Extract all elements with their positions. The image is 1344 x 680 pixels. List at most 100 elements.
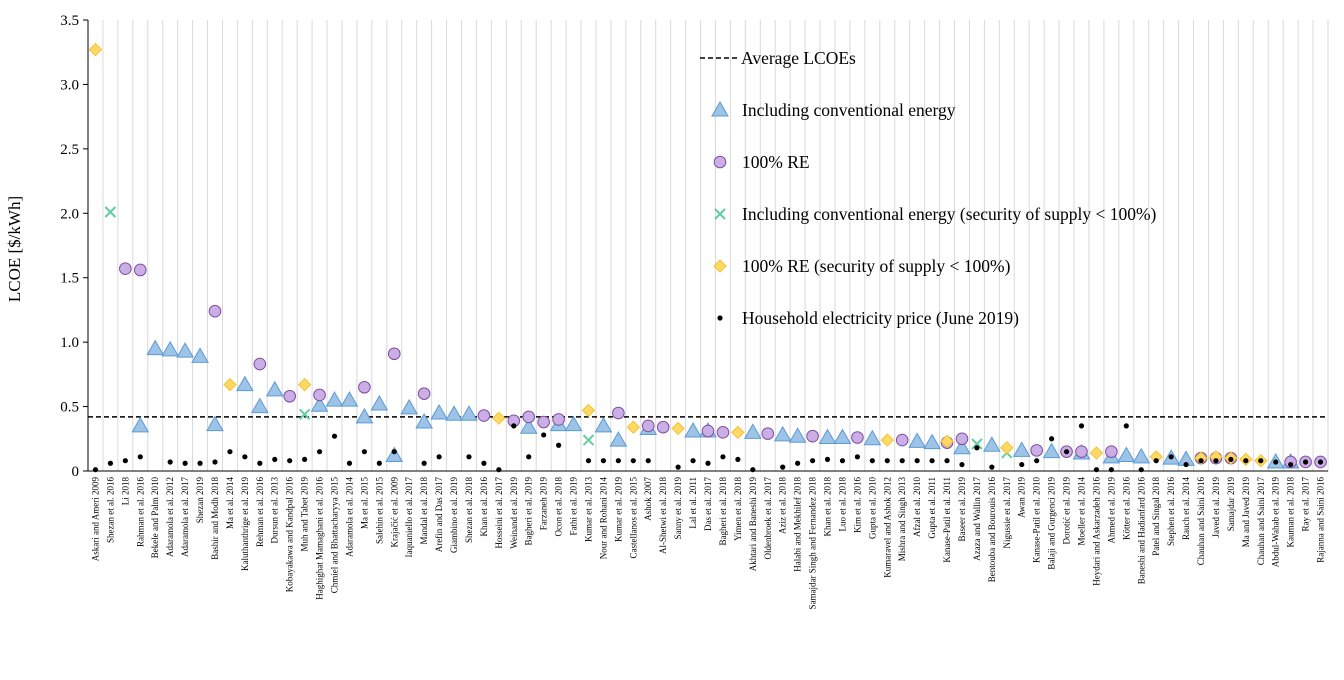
point-re_sos	[940, 434, 954, 449]
point-conv_sos	[971, 438, 983, 450]
point-conv	[609, 431, 628, 447]
point-price	[1273, 459, 1279, 465]
y-tick-label: 0.5	[60, 400, 79, 416]
point-price	[600, 458, 607, 464]
x-tick-label: Kumaravel and Ashok 2012	[882, 477, 892, 578]
point-price	[466, 454, 472, 460]
x-tick-label: Li 2018	[120, 477, 130, 506]
point-re	[208, 304, 222, 318]
x-tick-label: Ray et al. 2017	[1301, 477, 1311, 532]
point-re_sos	[626, 420, 641, 434]
axis-layer	[83, 19, 1328, 472]
x-tick-label: Ma et al. 2015	[359, 477, 369, 529]
x-tick-label: Kötter et al. 2016	[1121, 477, 1131, 540]
point-price	[914, 458, 920, 464]
point-price	[1258, 458, 1264, 464]
point-price	[272, 456, 278, 463]
x-tick-label: Salehin et al. 2015	[374, 477, 384, 544]
x-tick-label: Hosseini et al. 2017	[494, 477, 504, 549]
point-re_sos	[492, 411, 506, 425]
x-tick-label: Mandal et al. 2018	[419, 477, 429, 545]
point-price	[242, 454, 248, 460]
x-tick-label: Weinand et al. 2019	[509, 477, 519, 549]
point-conv	[176, 342, 194, 358]
x-tick-label: Samajdar 2019	[1226, 477, 1236, 532]
point-conv	[519, 418, 538, 434]
legend-label: Including conventional energy	[742, 100, 956, 120]
legend-item-conv: Including conventional energy	[711, 100, 956, 120]
point-price	[167, 459, 173, 465]
point-price	[1288, 461, 1294, 468]
legend-swatch-price	[717, 315, 723, 321]
x-tick-label: Arefin and Das 2017	[434, 477, 444, 553]
point-price	[316, 449, 323, 455]
x-tick-label: Kim et al. 2016	[852, 477, 862, 533]
x-tick-label: Bekele and Palm 2010	[150, 477, 160, 559]
point-re_sos	[731, 425, 745, 440]
x-tick-label: Kanase-Patil et al. 2010	[1032, 477, 1042, 563]
point-re	[761, 427, 775, 440]
point-price	[1198, 458, 1204, 464]
x-tick-label: Dursun et al. 2013	[270, 477, 280, 544]
point-conv	[594, 416, 613, 433]
point-price	[884, 458, 890, 464]
x-tick-label: Bagheri et al. 2018	[718, 477, 728, 546]
x-tick-label: Heydari and Askarzadeh 2016	[1091, 477, 1101, 586]
x-tick-label: Sanny et al. 2019	[673, 477, 683, 540]
x-tick-label: Yimen et al. 2018	[733, 477, 743, 541]
point-price	[197, 460, 203, 466]
point-conv	[206, 415, 224, 432]
point-conv	[265, 380, 284, 397]
point-re	[417, 387, 431, 400]
point-conv	[982, 436, 1001, 452]
x-tick-label: Ocon et al. 2018	[554, 477, 564, 537]
point-conv_sos-stroke	[104, 206, 117, 218]
point-conv	[460, 405, 478, 421]
series-price	[92, 423, 1324, 473]
legend-item-re_sos: 100% RE (security of supply < 100%)	[713, 256, 1011, 276]
legend-item-re: 100% RE	[713, 152, 810, 172]
x-tick-label: Chmiel and Bhattacharyya 2015	[330, 477, 340, 594]
x-tick-label: Muh and Tabet 2019	[300, 477, 310, 552]
point-conv	[400, 398, 419, 415]
x-tick-label: Moeller et al. 2014	[1076, 477, 1086, 546]
x-tick-label: Gupta et al. 2010	[867, 477, 877, 539]
point-conv	[1117, 446, 1136, 463]
point-price	[1317, 459, 1324, 465]
x-tick-label: Kaluthanthrige et al. 2019	[240, 477, 250, 571]
y-tick-labels: 0 0.5 1.0 1.5 2.0 2.5 3.0 3.5	[60, 13, 79, 480]
x-tick-labels: Askari and Ameri 2009 Shezan et al. 2016 L…	[90, 477, 1325, 610]
y-tick-label: 2.0	[60, 206, 79, 222]
point-price	[1108, 467, 1114, 473]
x-tick-label: Adaramola et al. 2012	[165, 477, 175, 557]
point-price	[1078, 423, 1085, 429]
legend-label: 100% RE	[742, 152, 810, 172]
point-price	[481, 460, 487, 466]
point-price	[585, 458, 592, 464]
point-price	[212, 459, 218, 465]
x-tick-label: Rajanna and Saini 2016	[1316, 477, 1326, 563]
legend-label: Average LCOEs	[741, 48, 856, 68]
point-conv	[564, 415, 583, 432]
point-price	[361, 449, 367, 455]
point-price	[899, 458, 905, 464]
point-conv	[445, 405, 463, 421]
y-tick-label: 1.5	[60, 271, 79, 287]
point-price	[257, 460, 263, 466]
point-conv_sos	[298, 408, 311, 421]
x-tick-label: Lal et al. 2011	[688, 477, 698, 529]
point-conv	[161, 340, 180, 357]
x-tick-label: Khan et al. 2018	[823, 477, 833, 537]
point-conv_sos-stroke	[582, 434, 595, 446]
point-price	[645, 458, 651, 464]
x-tick-label: Castellanos et al. 2015	[628, 477, 638, 559]
y-tick-label: 3.0	[60, 77, 79, 93]
x-tick-label: Nigussie et al. 2017	[1002, 477, 1012, 549]
x-tick-label: Kumar et al. 2019	[613, 477, 623, 542]
point-price	[137, 454, 143, 460]
x-tick-label: Ashok 2007	[643, 477, 653, 521]
point-conv	[131, 416, 150, 433]
x-tick-label: Ma et al. 2014	[225, 477, 235, 529]
point-re_sos	[297, 377, 312, 392]
point-price	[615, 458, 621, 464]
